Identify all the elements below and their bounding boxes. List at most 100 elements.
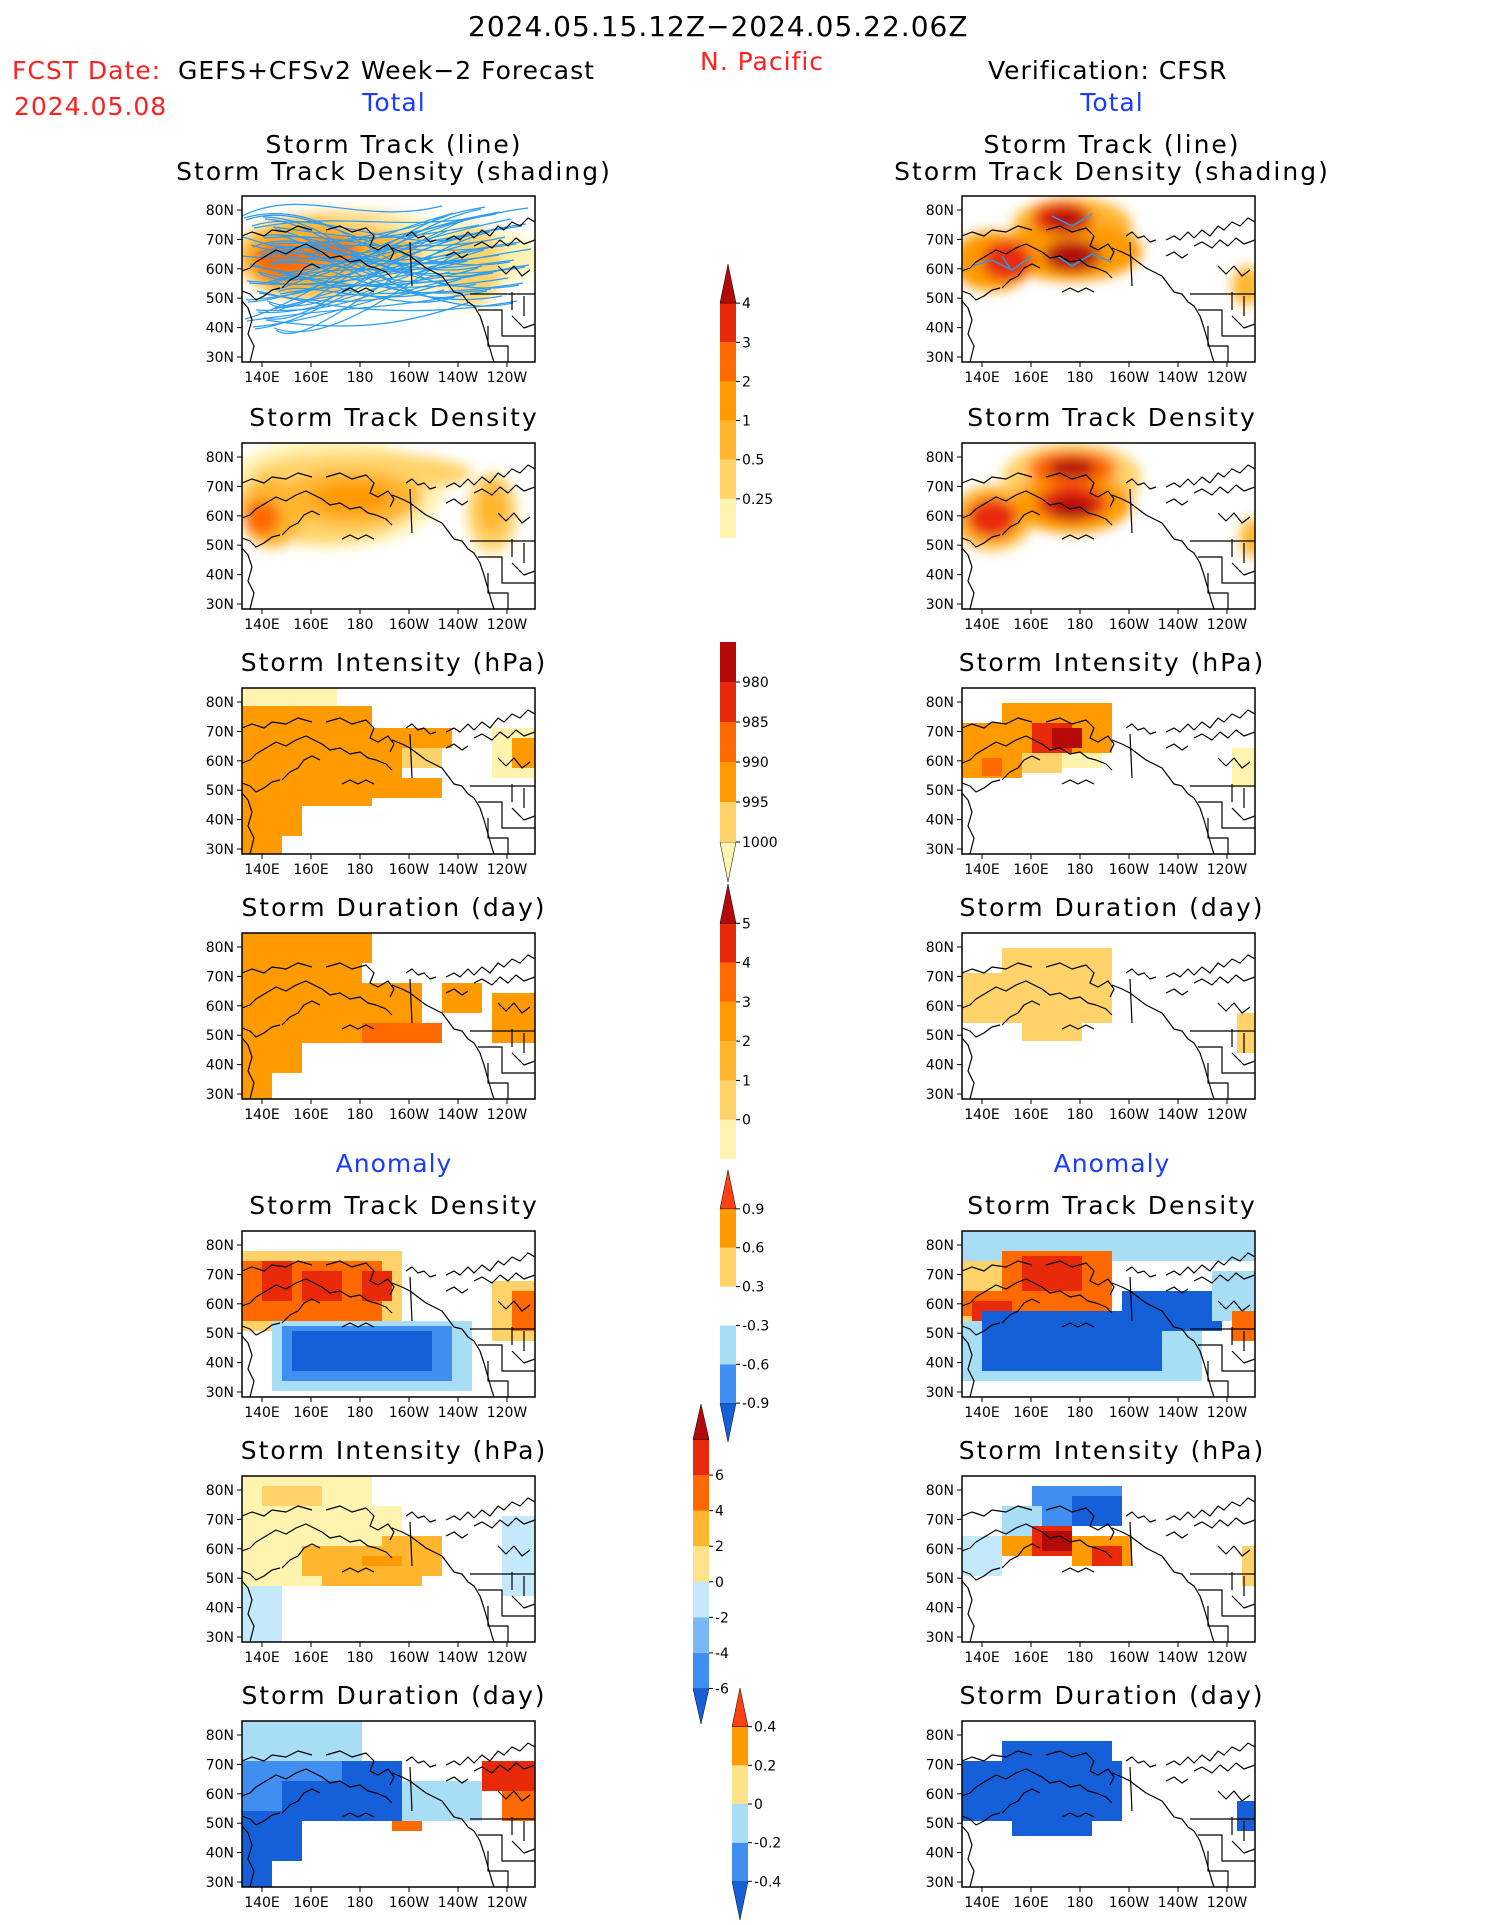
lon-tick-label: 160E (1013, 1107, 1049, 1123)
lon-tick-label: 160W (389, 617, 430, 633)
right-anom-intensity-map: 80N 70N 60N 50N 40N 30N 140E 160E 180 160W 140W 120… (926, 1475, 1256, 1666)
lon-tick-label: 120W (1207, 1895, 1248, 1911)
lat-tick-label: 50N (206, 1571, 234, 1587)
lat-tick-label: 70N (926, 724, 954, 740)
duration-anom-colorbar: -0.4 -0.2 0 0.2 0.4 (731, 1687, 781, 1921)
lat-tick-label: 70N (926, 1757, 954, 1773)
density-total-colorbar: 0.25 0.5 1 2 3 4 (719, 263, 773, 538)
lat-tick-label: 80N (926, 1483, 954, 1499)
colorbar-level-label: -0.9 (742, 1396, 769, 1412)
lat-tick-label: 30N (206, 1385, 234, 1401)
lon-tick-label: 140E (244, 1107, 280, 1123)
right-anom-intensity-title: Storm Intensity (hPa) (958, 1436, 1266, 1465)
lon-tick-label: 160W (1109, 617, 1150, 633)
lon-tick-label: 160W (389, 1650, 430, 1666)
lat-tick-label: 50N (206, 538, 234, 554)
lon-tick-label: 120W (1207, 862, 1248, 878)
region-label: N. Pacific (700, 47, 825, 76)
colorbar-level-label: 0.3 (742, 1280, 764, 1296)
lat-tick-label: 30N (206, 1087, 234, 1103)
right-track-line-title: Storm Track (line) (983, 130, 1241, 159)
lat-tick-label: 80N (206, 450, 234, 466)
lon-tick-label: 140E (964, 1107, 1000, 1123)
lon-tick-label: 180 (347, 1895, 374, 1911)
lat-tick-label: 60N (926, 1542, 954, 1558)
colorbar-level-label: 0 (742, 1113, 751, 1129)
lon-tick-label: 140E (244, 862, 280, 878)
right-anom-duration-map: 80N 70N 60N 50N 40N 30N 140E 160E 180 160W 140W 120… (926, 1720, 1256, 1911)
right-density-title: Storm Track Density (967, 403, 1257, 432)
lon-tick-label: 120W (1207, 617, 1248, 633)
lat-tick-label: 50N (926, 1326, 954, 1342)
lat-tick-label: 60N (926, 509, 954, 525)
colorbar-level-label: 0 (754, 1797, 763, 1813)
colorbar-level-label: 995 (742, 795, 769, 811)
lat-tick-label: 50N (926, 1571, 954, 1587)
left-anom-duration-title: Storm Duration (day) (241, 1681, 547, 1710)
lat-tick-label: 50N (926, 291, 954, 307)
colorbar-level-label: 0.5 (742, 453, 764, 469)
verification-label: Verification: CFSR (988, 56, 1228, 85)
lon-tick-label: 140W (438, 1650, 479, 1666)
colorbar-level-label: 2 (715, 1539, 724, 1555)
colorbar-level-label: 990 (742, 755, 769, 771)
lat-tick-label: 80N (926, 695, 954, 711)
lat-tick-label: 40N (206, 813, 234, 829)
lat-tick-label: 40N (926, 1058, 954, 1074)
lat-tick-label: 60N (206, 1542, 234, 1558)
lon-tick-label: 160W (1109, 1107, 1150, 1123)
right-track-shading-title: Storm Track Density (shading) (894, 157, 1330, 186)
lon-tick-label: 140W (438, 1895, 479, 1911)
right-density-map: 80N 70N 60N 50N 40N 30N 140E 160E 180 160W 140W 120… (926, 442, 1256, 633)
anomaly-left-label: Anomaly (335, 1149, 453, 1178)
lon-tick-label: 140E (964, 370, 1000, 386)
lon-tick-label: 160E (293, 617, 329, 633)
lat-tick-label: 80N (206, 203, 234, 219)
lat-tick-label: 60N (206, 999, 234, 1015)
lat-tick-label: 30N (206, 597, 234, 613)
left-anom-intensity-map: 80N 70N 60N 50N 40N 30N 140E 160E 180 160W 140W 120… (206, 1475, 536, 1666)
left-intensity-map: 80N 70N 60N 50N 40N 30N 140E 160E 180 160W 140W 120… (206, 687, 536, 878)
intensity-total-colorbar: 1000 995 990 985 980 (719, 642, 778, 883)
colorbar-level-label: 980 (742, 675, 769, 691)
colorbar-level-label: 4 (715, 1504, 724, 1520)
lon-tick-label: 140W (438, 862, 479, 878)
lon-tick-label: 160E (1013, 862, 1049, 878)
lon-tick-label: 160W (1109, 370, 1150, 386)
lon-tick-label: 140W (1158, 370, 1199, 386)
lon-tick-label: 160W (1109, 1650, 1150, 1666)
lon-tick-label: 120W (487, 862, 528, 878)
lon-tick-label: 140W (1158, 617, 1199, 633)
lat-tick-label: 50N (926, 1816, 954, 1832)
left-anom-intensity-title: Storm Intensity (hPa) (240, 1436, 548, 1465)
lat-tick-label: 80N (206, 1238, 234, 1254)
lon-tick-label: 140E (964, 617, 1000, 633)
lat-tick-label: 70N (926, 479, 954, 495)
lat-tick-label: 80N (206, 695, 234, 711)
lat-tick-label: 30N (206, 1875, 234, 1891)
lat-tick-label: 50N (926, 1028, 954, 1044)
lon-tick-label: 120W (487, 370, 528, 386)
lon-tick-label: 140W (438, 617, 479, 633)
lon-tick-label: 160E (1013, 1405, 1049, 1421)
lon-tick-label: 160W (389, 370, 430, 386)
lon-tick-label: 140E (244, 1895, 280, 1911)
lon-tick-label: 140W (438, 1107, 479, 1123)
lat-tick-label: 70N (206, 1267, 234, 1283)
colorbar-level-label: -0.4 (754, 1874, 781, 1890)
lat-tick-label: 70N (206, 479, 234, 495)
lon-tick-label: 140E (244, 1405, 280, 1421)
lon-tick-label: 160W (389, 1405, 430, 1421)
colorbar-level-label: 0.6 (742, 1241, 764, 1257)
lat-tick-label: 80N (206, 1728, 234, 1744)
lat-tick-label: 50N (206, 1326, 234, 1342)
lat-tick-label: 40N (206, 321, 234, 337)
lat-tick-label: 80N (926, 1238, 954, 1254)
lon-tick-label: 180 (347, 862, 374, 878)
lon-tick-label: 180 (347, 1107, 374, 1123)
left-duration-title: Storm Duration (day) (241, 893, 547, 922)
total-left-label: Total (362, 88, 426, 117)
lon-tick-label: 160W (1109, 1405, 1150, 1421)
lon-tick-label: 180 (347, 1650, 374, 1666)
